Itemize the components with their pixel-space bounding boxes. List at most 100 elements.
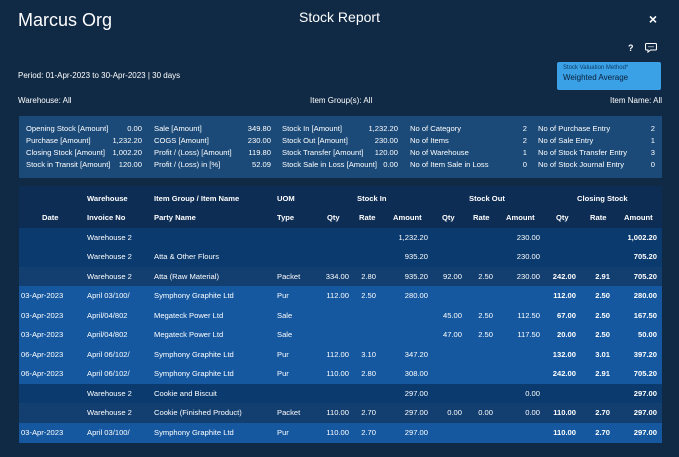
- header-stock-in: Stock In: [357, 194, 387, 203]
- cell-cl-amt: 705.20: [633, 252, 657, 262]
- cell-in-amt: 935.20: [404, 271, 428, 281]
- table-row[interactable]: 03-Apr-2023 April/04/802 Megateck Power Lt…: [19, 325, 662, 345]
- cell-cl-rate: 2.50: [595, 330, 610, 340]
- col-cl-amount: Amount: [624, 213, 653, 222]
- cell-out-amt: 230.00: [516, 252, 540, 262]
- chat-icon[interactable]: [645, 42, 657, 53]
- cell-cl-amt: 167.50: [633, 310, 657, 320]
- cell-party: Atta & Other Flours: [154, 252, 219, 262]
- table-row[interactable]: Warehouse 2 Atta & Other Flours 935.20 230.…: [19, 247, 662, 267]
- table-row[interactable]: 06-Apr-2023 April 06/102/Symphony Graphit…: [19, 344, 662, 365]
- table-row[interactable]: 03-Apr-2023 April 03/100/Symphony Graphit…: [19, 423, 662, 443]
- cell-date: 06-Apr-2023: [21, 369, 64, 379]
- cell-type: Pur: [277, 291, 289, 301]
- cell-invoice: April 03/100/: [87, 291, 130, 301]
- cell-in-amt: 297.00: [404, 388, 428, 398]
- table-group-header: Warehouse Item Group / Item Name UOM Sto…: [19, 194, 662, 206]
- cell-in-rate: 2.70: [361, 408, 376, 418]
- cell-in-rate: 2.80: [361, 369, 376, 379]
- report-title: Stock Report: [299, 9, 380, 25]
- cell-out-qty: 0.00: [447, 408, 462, 418]
- warehouse-filter[interactable]: Warehouse: All: [18, 96, 72, 105]
- col-out-qty: Qty: [442, 213, 455, 222]
- summary-value: 0: [522, 160, 527, 169]
- col-in-rate: Rate: [359, 213, 376, 222]
- cell-cl-rate: 2.70: [595, 408, 610, 418]
- table-row[interactable]: Warehouse 2 1,232.20 230.00 1,002.20: [19, 227, 662, 247]
- summary-value: 0: [650, 160, 655, 169]
- cell-out-qty: 45.00: [442, 310, 462, 320]
- cell-party: Symphony Graphite Ltd: [154, 369, 234, 379]
- valuation-method-select[interactable]: Stock Valuation Method* Weighted Average: [557, 62, 661, 90]
- table-row[interactable]: 03-Apr-2023 April/04/802 Megateck Power Lt…: [19, 305, 662, 326]
- summary-value: 2: [522, 124, 527, 133]
- cell-in-amt: 280.00: [404, 291, 428, 301]
- cell-cl-amt: 397.20: [633, 349, 657, 359]
- item-name-filter[interactable]: Item Name: All: [609, 96, 662, 105]
- summary-value: 0.00: [127, 124, 142, 133]
- table-row[interactable]: Warehouse 2 Cookie and Biscuit 297.00 0.00 2…: [19, 383, 662, 404]
- table-row[interactable]: 03-Apr-2023 April 03/100/Symphony Graphit…: [19, 286, 662, 306]
- cell-out-rate: 2.50: [478, 330, 493, 340]
- help-icon[interactable]: ?: [628, 43, 634, 53]
- cell-in-qty: 334.00: [325, 271, 349, 281]
- cell-cl-rate: 2.91: [595, 369, 610, 379]
- col-out-amount: Amount: [506, 213, 535, 222]
- cell-party: Symphony Graphite Ltd: [154, 428, 234, 437]
- cell-cl-amt: 280.00: [633, 291, 657, 301]
- cell-cl-qty: 110.00: [553, 428, 576, 437]
- summary-label: No of Purchase Entry: [538, 124, 611, 133]
- summary-label: Sale [Amount]: [154, 124, 202, 133]
- cell-cl-qty: 132.00: [552, 349, 576, 359]
- cell-cl-qty: 242.00: [552, 271, 576, 281]
- cell-cl-amt: 1,002.20: [627, 232, 657, 242]
- cell-invoice: April/04/802: [87, 330, 128, 340]
- header-stock-out: Stock Out: [469, 194, 505, 203]
- cell-cl-qty: 112.00: [553, 291, 576, 301]
- cell-date: 06-Apr-2023: [21, 349, 64, 359]
- summary-label: Profit / (Loss) [Amount]: [154, 148, 232, 157]
- cell-invoice: April 03/100/: [87, 428, 130, 437]
- cell-invoice: April 06/102/: [87, 369, 130, 379]
- cell-cl-rate: 3.01: [595, 349, 610, 359]
- cell-in-qty: 110.00: [326, 369, 349, 379]
- summary-label: Stock In [Amount]: [282, 124, 342, 133]
- col-in-amount: Amount: [393, 213, 422, 222]
- summary-value: 230.00: [247, 136, 271, 145]
- cell-out-amt: 0.00: [525, 388, 540, 398]
- cell-in-qty: 110.00: [326, 408, 349, 418]
- col-invoice: Invoice No: [87, 213, 126, 222]
- cell-party: Megateck Power Ltd: [154, 330, 224, 340]
- summary-value: 0.00: [383, 160, 398, 169]
- cell-cl-amt: 50.00: [637, 330, 657, 340]
- cell-in-amt: 347.20: [404, 349, 428, 359]
- summary-value: 1,232.20: [112, 136, 142, 145]
- cell-cl-amt: 297.00: [633, 428, 657, 437]
- cell-invoice: Warehouse 2: [87, 232, 132, 242]
- summary-value: 3: [650, 148, 655, 157]
- cell-out-amt: 230.00: [516, 232, 540, 242]
- cell-out-rate: 0.00: [478, 408, 493, 418]
- cell-type: Pur: [277, 428, 289, 437]
- org-name: Marcus Org: [18, 10, 113, 30]
- cell-cl-rate: 2.50: [595, 310, 610, 320]
- cell-out-amt: 117.50: [517, 330, 540, 340]
- table-row[interactable]: Warehouse 2 Atta (Raw Material) Packet 334.…: [19, 266, 662, 287]
- cell-in-rate: 2.80: [361, 271, 376, 281]
- table-row[interactable]: Warehouse 2 Cookie (Finished Product) Pack…: [19, 403, 662, 423]
- item-group-filter[interactable]: Item Group(s): All: [310, 96, 373, 105]
- summary-label: No of Stock Transfer Entry: [538, 148, 628, 157]
- col-type: Type: [277, 213, 295, 222]
- summary-panel: Opening Stock [Amount] 0.00 Purchase [Amou…: [19, 116, 662, 178]
- cell-out-qty: 92.00: [442, 271, 462, 281]
- summary-value: 120.00: [374, 148, 398, 157]
- cell-type: Pur: [277, 369, 289, 379]
- stock-table: Warehouse Item Group / Item Name UOM Sto…: [19, 186, 662, 443]
- cell-out-rate: 2.50: [478, 310, 493, 320]
- summary-label: Stock Out [Amount]: [282, 136, 348, 145]
- table-row[interactable]: 06-Apr-2023 April 06/102/Symphony Graphit…: [19, 364, 662, 384]
- cell-cl-rate: 2.70: [595, 428, 610, 437]
- close-icon[interactable]: ×: [648, 11, 657, 27]
- summary-label: Purchase [Amount]: [26, 136, 91, 145]
- summary-label: Stock Sale in Loss [Amount]: [282, 160, 377, 169]
